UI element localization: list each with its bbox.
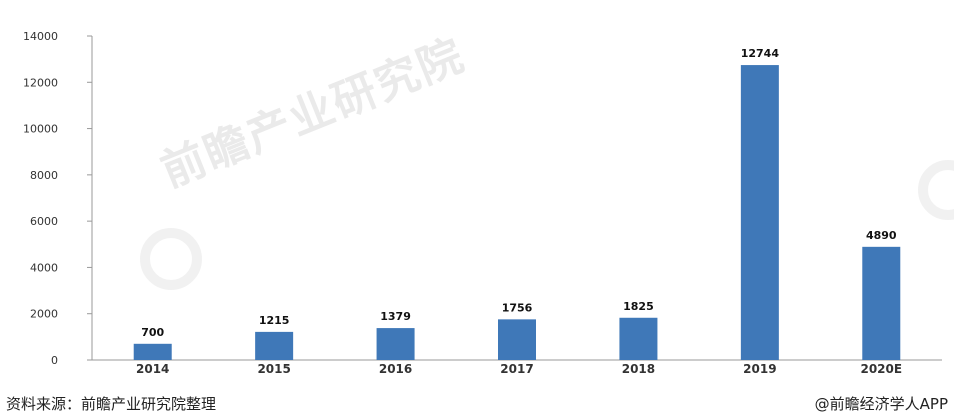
y-tick-label: 8000 — [30, 169, 58, 182]
data-label: 1756 — [502, 301, 533, 314]
data-label: 700 — [141, 326, 164, 339]
bar — [498, 319, 536, 360]
chart-plot-area: 0 2000 4000 6000 8000 10000 12000 14000 700 2014 1… — [23, 30, 942, 376]
x-tick-label: 2017 — [500, 362, 533, 376]
x-tick-label: 2014 — [136, 362, 169, 376]
data-label: 1215 — [259, 314, 290, 327]
y-tick-label: 0 — [51, 354, 58, 367]
bar — [133, 343, 172, 360]
data-label: 4890 — [866, 229, 897, 242]
source-note: 资料来源：前瞻产业研究院整理 — [6, 395, 217, 413]
data-label: 1825 — [623, 300, 654, 313]
bar — [740, 65, 779, 360]
data-label: 1379 — [380, 310, 411, 323]
credit-note: @前瞻经济学人APP — [814, 395, 948, 413]
y-tick-label: 2000 — [30, 308, 58, 321]
bar — [376, 328, 415, 360]
y-tick-label: 10000 — [23, 123, 58, 136]
x-tick-label: 2019 — [743, 362, 776, 376]
data-label: 12744 — [741, 47, 780, 60]
y-tick-label: 6000 — [30, 215, 58, 228]
bar — [619, 317, 658, 360]
x-tick-label: 2015 — [257, 362, 290, 376]
y-tick-label: 12000 — [23, 76, 58, 89]
x-tick-label: 2020E — [860, 362, 902, 376]
y-tick-label: 4000 — [30, 261, 58, 274]
bar — [862, 246, 901, 360]
y-tick-label: 14000 — [23, 30, 58, 43]
x-tick-label: 2016 — [379, 362, 412, 376]
bar-chart: 前瞻产业研究院 0 2000 4000 6000 8000 10000 12000 14000… — [23, 30, 954, 376]
x-tick-label: 2018 — [622, 362, 655, 376]
bar — [255, 331, 294, 360]
